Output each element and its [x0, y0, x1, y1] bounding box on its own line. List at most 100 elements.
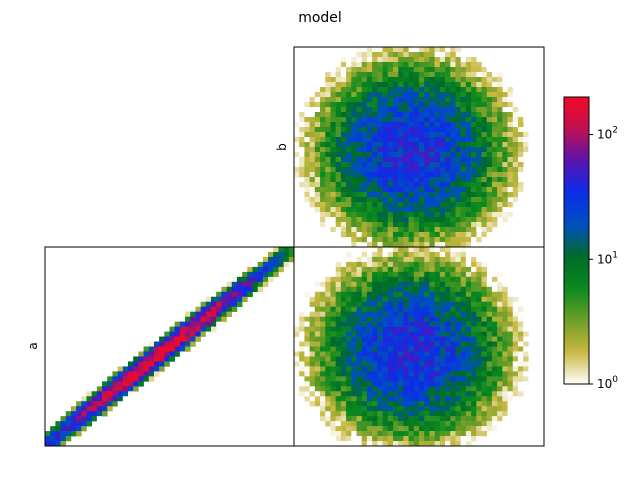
- heatmap-cell: [340, 127, 347, 133]
- heatmap-cell: [413, 306, 420, 312]
- heatmap-cell: [450, 202, 456, 208]
- heatmap-cell: [434, 251, 441, 258]
- heatmap-cell: [497, 336, 503, 342]
- heatmap-cell: [471, 271, 477, 278]
- heatmap-cell: [413, 197, 420, 203]
- heatmap-cell: [424, 386, 430, 392]
- heatmap-cell: [413, 401, 420, 407]
- heatmap-cell: [351, 386, 357, 392]
- heatmap-cell: [507, 346, 514, 352]
- heatmap-cell: [476, 182, 482, 188]
- heatmap-cell: [377, 426, 383, 432]
- heatmap-cell: [340, 72, 347, 78]
- heatmap-cell: [445, 162, 451, 168]
- heatmap-cell: [476, 401, 482, 407]
- heatmap-cell: [429, 162, 435, 168]
- heatmap-cell: [413, 47, 420, 53]
- heatmap-cell: [320, 142, 326, 148]
- heatmap-cell: [346, 137, 352, 143]
- heatmap-cell: [195, 326, 201, 332]
- heatmap-cell: [398, 261, 404, 268]
- heatmap-cell: [419, 137, 425, 143]
- heatmap-cell: [294, 396, 300, 402]
- heatmap-cell: [356, 172, 363, 178]
- heatmap-cell: [424, 441, 430, 447]
- heatmap-cell: [335, 77, 342, 83]
- heatmap-cell: [179, 341, 186, 347]
- heatmap-cell: [387, 351, 394, 357]
- heatmap-cell: [429, 202, 435, 208]
- heatmap-cell: [491, 102, 498, 108]
- heatmap-cell: [299, 222, 305, 228]
- heatmap-cell: [434, 172, 441, 178]
- heatmap-cell: [429, 421, 435, 427]
- heatmap-cell: [465, 157, 472, 163]
- heatmap-cell: [439, 192, 446, 198]
- heatmap-cell: [268, 261, 274, 268]
- heatmap-cell: [392, 431, 399, 437]
- heatmap-cell: [382, 291, 389, 298]
- heatmap-cell: [528, 391, 534, 397]
- heatmap-cell: [439, 62, 446, 68]
- heatmap-cell: [460, 112, 467, 118]
- heatmap-cell: [486, 167, 493, 173]
- heatmap-cell: [476, 396, 482, 402]
- heatmap-cell: [424, 301, 430, 307]
- heatmap-cell: [377, 222, 383, 228]
- heatmap-cell: [231, 281, 238, 288]
- heatmap-cell: [382, 271, 389, 278]
- heatmap-cell: [361, 266, 368, 273]
- heatmap-cell: [460, 441, 467, 447]
- heatmap-cell: [314, 142, 321, 148]
- heatmap-cell: [403, 167, 409, 173]
- heatmap-cell: [335, 286, 342, 293]
- heatmap-cell: [434, 67, 441, 73]
- heatmap-cell: [497, 117, 503, 123]
- heatmap-cell: [382, 162, 389, 168]
- heatmap-cell: [491, 291, 498, 298]
- heatmap-cell: [356, 242, 363, 248]
- heatmap-cell: [450, 306, 456, 312]
- heatmap-cell: [387, 326, 394, 332]
- heatmap-cell: [361, 52, 368, 58]
- heatmap-cell: [314, 326, 321, 332]
- heatmap-cell: [403, 331, 409, 337]
- heatmap-cell: [476, 207, 482, 213]
- heatmap-cell: [455, 62, 461, 68]
- heatmap-cell: [382, 207, 389, 213]
- heatmap-cell: [439, 326, 446, 332]
- heatmap-cell: [340, 52, 347, 58]
- heatmap-cell: [96, 416, 103, 422]
- heatmap-cell: [377, 112, 383, 118]
- heatmap-cell: [439, 331, 446, 337]
- heatmap-cell: [366, 132, 373, 138]
- heatmap-cell: [356, 346, 363, 352]
- heatmap-cell: [351, 162, 357, 168]
- heatmap-cell: [294, 326, 300, 332]
- heatmap-cell: [340, 147, 347, 153]
- heatmap-cell: [460, 406, 467, 412]
- heatmap-cell: [366, 137, 373, 143]
- heatmap-cell: [512, 167, 519, 173]
- heatmap-cell: [351, 286, 357, 293]
- heatmap-cell: [445, 212, 451, 218]
- heatmap-cell: [465, 316, 472, 322]
- heatmap-cell: [314, 416, 321, 422]
- heatmap-cell: [314, 291, 321, 298]
- heatmap-cell: [346, 411, 352, 417]
- heatmap-cell: [387, 296, 394, 303]
- heatmap-cell: [372, 247, 378, 253]
- heatmap-cell: [309, 371, 316, 377]
- heatmap-cell: [340, 157, 347, 163]
- heatmap-cell: [460, 122, 467, 128]
- heatmap-cell: [491, 416, 498, 422]
- heatmap-cell: [455, 82, 461, 88]
- heatmap-cell: [320, 187, 326, 193]
- heatmap-cell: [382, 157, 389, 163]
- heatmap-cell: [325, 187, 331, 193]
- heatmap-cell: [419, 361, 425, 367]
- heatmap-cell: [517, 222, 524, 228]
- heatmap-cell: [424, 122, 430, 128]
- heatmap-cell: [450, 376, 456, 382]
- heatmap-cell: [429, 376, 435, 382]
